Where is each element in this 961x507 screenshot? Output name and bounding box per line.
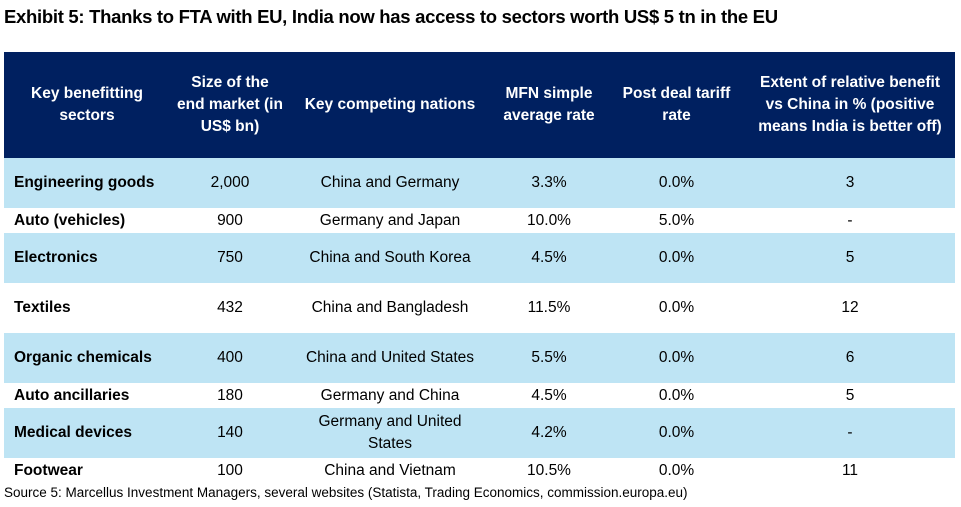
cell-competitors: Germany and Japan [319, 211, 461, 229]
cell-sector: Engineering goods [4, 158, 170, 208]
table-row: Footwear 100 China and Vietnam 10.5% 0.0% 11 [4, 458, 955, 483]
cell-size: 2,000 [170, 158, 290, 208]
cell-competitors: China and South Korea [290, 233, 490, 283]
cell-mfn: 4.5% [531, 386, 567, 404]
cell-sector: Textiles [14, 299, 71, 316]
header-row: Key benefitting sectors Size of the end … [4, 52, 955, 158]
cell-mfn: 10.0% [527, 211, 571, 229]
exhibit-title: Exhibit 5: Thanks to FTA with EU, India … [4, 6, 778, 27]
cell-benefit: - [745, 408, 955, 458]
cell-benefit: 5 [745, 233, 955, 283]
cell-benefit: 12 [841, 299, 859, 316]
cell-post: 0.0% [608, 158, 745, 208]
header-sector: Key benefitting sectors [4, 52, 170, 158]
cell-size: 100 [217, 461, 243, 479]
header-mfn: MFN simple average rate [490, 52, 608, 158]
cell-post: 0.0% [608, 333, 745, 383]
cell-sector: Auto (vehicles) [14, 211, 126, 229]
table-row: Medical devices 140 Germany and United Sta… [4, 408, 955, 458]
cell-sector: Electronics [4, 233, 170, 283]
cell-post: 0.0% [658, 299, 695, 316]
cell-mfn: 3.3% [490, 158, 608, 208]
cell-benefit: - [847, 211, 853, 229]
cell-post: 0.0% [608, 408, 745, 458]
cell-competitors: Germany and China [320, 386, 460, 404]
cell-sector: Auto ancillaries [14, 386, 130, 404]
header-competitors: Key competing nations [290, 52, 490, 158]
cell-competitors: Germany and United States [290, 408, 490, 458]
table-row: Auto ancillaries 180 Germany and China 4.5%… [4, 383, 955, 408]
header-size: Size of the end market (in US$ bn) [170, 52, 290, 158]
sector-table: Key benefitting sectors Size of the end … [4, 52, 955, 483]
table-row: Organic chemicals 400 China and United Sta… [4, 333, 955, 383]
cell-competitors: China and Vietnam [324, 461, 456, 479]
cell-mfn: 10.5% [527, 461, 571, 479]
cell-competitors: China and Germany [290, 158, 490, 208]
cell-post: 0.0% [658, 461, 695, 479]
cell-mfn: 11.5% [527, 299, 571, 316]
cell-post: 0.0% [608, 233, 745, 283]
cell-benefit: 6 [745, 333, 955, 383]
cell-mfn: 4.5% [490, 233, 608, 283]
header-post-deal: Post deal tariff rate [608, 52, 745, 158]
cell-competitors: China and Bangladesh [311, 299, 469, 316]
cell-size: 140 [170, 408, 290, 458]
table-row: Auto (vehicles) 900 Germany and Japan 10.0%… [4, 208, 955, 233]
header-benefit: Extent of relative benefit vs China in %… [745, 52, 955, 158]
cell-benefit: 5 [845, 386, 855, 404]
cell-sector: Footwear [14, 461, 83, 479]
cell-mfn: 4.2% [490, 408, 608, 458]
cell-competitors: China and United States [290, 333, 490, 383]
cell-size: 400 [170, 333, 290, 383]
cell-size: 750 [170, 233, 290, 283]
cell-benefit: 3 [745, 158, 955, 208]
cell-sector: Organic chemicals [4, 333, 170, 383]
table-row: Textiles 432 China and Bangladesh 11.5% 0.0%… [4, 283, 955, 333]
cell-mfn: 5.5% [490, 333, 608, 383]
cell-sector: Medical devices [4, 408, 170, 458]
table-row: Electronics 750 China and South Korea 4.5% 0… [4, 233, 955, 283]
cell-benefit: 11 [841, 461, 859, 479]
cell-size: 432 [217, 299, 243, 316]
cell-size: 900 [217, 211, 243, 229]
source-note: Source 5: Marcellus Investment Managers,… [4, 485, 688, 500]
cell-post: 0.0% [658, 386, 695, 404]
table-row: Engineering goods 2,000 China and Germany 3… [4, 158, 955, 208]
cell-size: 180 [217, 386, 243, 404]
cell-post: 5.0% [658, 211, 695, 229]
